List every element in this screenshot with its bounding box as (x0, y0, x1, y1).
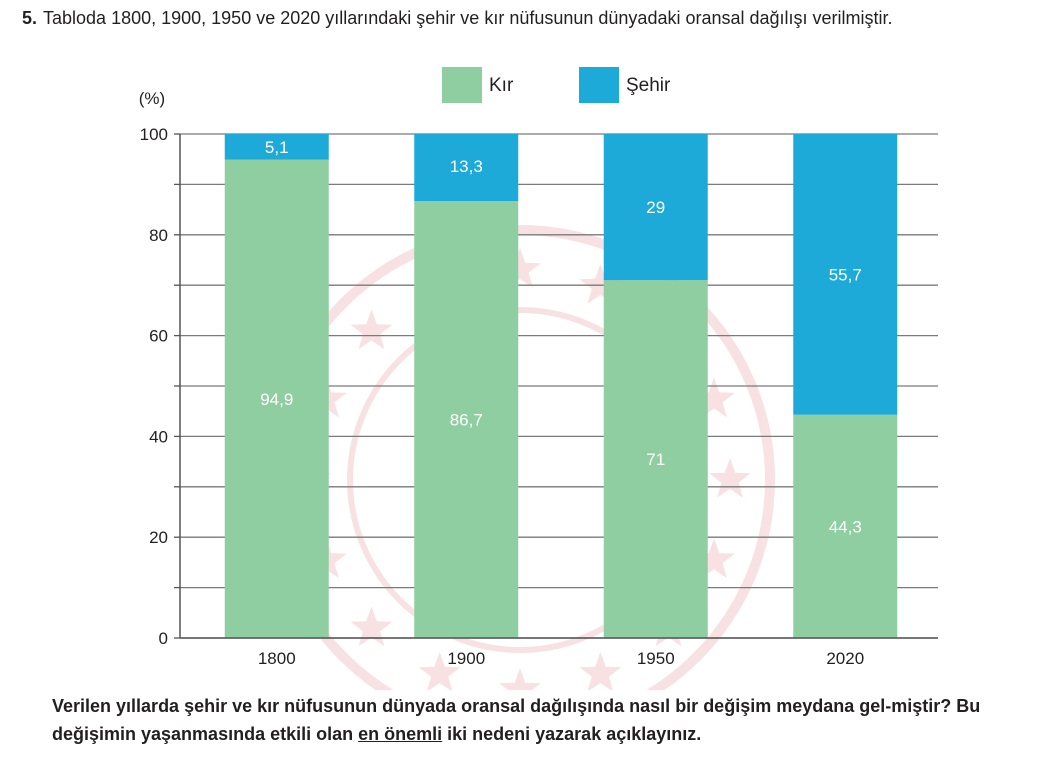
seal-star (499, 248, 541, 288)
legend-swatch (442, 67, 482, 103)
ytick-label: 40 (149, 427, 168, 446)
bar-sehir-1800 (224, 134, 329, 160)
seal-star (579, 652, 622, 690)
xtick-label: 2020 (826, 649, 864, 668)
ytick-label: 60 (149, 327, 168, 346)
seal-star (350, 606, 393, 647)
stacked-bar-chart: 94,9 5,1 86,7 13,3 71 29 44,3 55,7 0 20 40 60 80 100… (139, 67, 938, 690)
footer-question: Verilen yıllarda şehir ve kır nüfusunun … (52, 692, 1032, 748)
data-label: 94,9 (260, 390, 293, 409)
footer-text-1: Verilen yıllarda şehir ve kır nüfusunun … (52, 696, 981, 744)
seal-star (693, 377, 735, 418)
data-label: 29 (646, 198, 665, 217)
ytick-label: 0 (159, 629, 168, 648)
axes: 0 20 40 60 80 100 (%) 1800 1900 1950 2020 (139, 89, 938, 668)
bar-kir-2020 (793, 414, 898, 638)
data-label: 55,7 (829, 265, 862, 284)
question-text: 5. Tabloda 1800, 1900, 1950 ve 2020 yılla… (22, 8, 893, 29)
seal-star (418, 652, 461, 690)
bar-kir-1900 (414, 201, 519, 639)
bars: 94,9 5,1 86,7 13,3 71 29 44,3 55,7 (224, 134, 898, 639)
data-label: 13,3 (450, 157, 483, 176)
bar-sehir-1950 (603, 134, 708, 281)
seal-star (693, 538, 735, 579)
ytick-label: 80 (149, 226, 168, 245)
legend: Kır Şehir (442, 67, 671, 103)
ytick-label: 100 (140, 125, 168, 144)
data-label: 5,1 (265, 138, 289, 157)
xtick-label: 1800 (258, 649, 296, 668)
data-label: 86,7 (450, 411, 483, 430)
question-body: Tabloda 1800, 1900, 1950 ve 2020 yılları… (43, 8, 893, 28)
footer-text-2: iki nedeni yazarak açıklayınız. (442, 724, 702, 744)
seal-star (350, 309, 393, 350)
xtick-label: 1950 (637, 649, 675, 668)
bar-kir-1800 (224, 159, 329, 639)
bar-kir-1950 (603, 280, 708, 638)
question-number: 5. (22, 8, 38, 28)
xtick-label: 1900 (447, 649, 485, 668)
seal-star (709, 458, 751, 498)
bar-sehir-2020 (793, 134, 898, 415)
ytick-label: 20 (149, 528, 168, 547)
data-label: 44,3 (829, 517, 862, 536)
legend-label: Kır (489, 75, 514, 96)
seal-star (579, 264, 622, 304)
legend-swatch (579, 67, 619, 103)
footer-underlined: en önemli (358, 724, 443, 744)
seal-star (499, 668, 541, 690)
y-axis-label: (%) (139, 89, 165, 108)
data-label: 71 (646, 450, 665, 469)
legend-label: Şehir (626, 75, 671, 96)
bar-sehir-1900 (414, 134, 519, 202)
